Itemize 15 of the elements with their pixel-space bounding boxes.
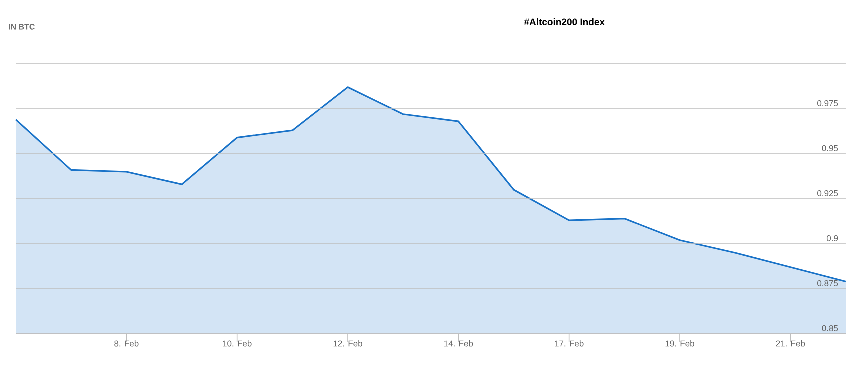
y-tick-label: 0.975 [818, 100, 838, 106]
x-tick-label: 21. Feb [776, 340, 806, 347]
x-tick-label: 17. Feb [555, 340, 584, 347]
y-tick-label: 0.95 [822, 145, 838, 152]
y-axis-title: IN BTC [9, 24, 35, 30]
y-tick-label: 0.85 [822, 325, 838, 332]
x-tick-label: 8. Feb [114, 340, 139, 347]
y-tick-label: 0.925 [818, 190, 838, 196]
x-tick-label: 12. Feb [334, 340, 362, 347]
y-tick-label: 0.875 [818, 280, 838, 286]
y-tick-label: 0.9 [826, 235, 838, 242]
chart-title: #Altcoin200 Index [524, 18, 605, 26]
x-tick-label: 14. Feb [444, 340, 474, 347]
x-tick-label: 10. Feb [223, 340, 252, 347]
x-tick-label: 19. Feb [666, 340, 694, 347]
